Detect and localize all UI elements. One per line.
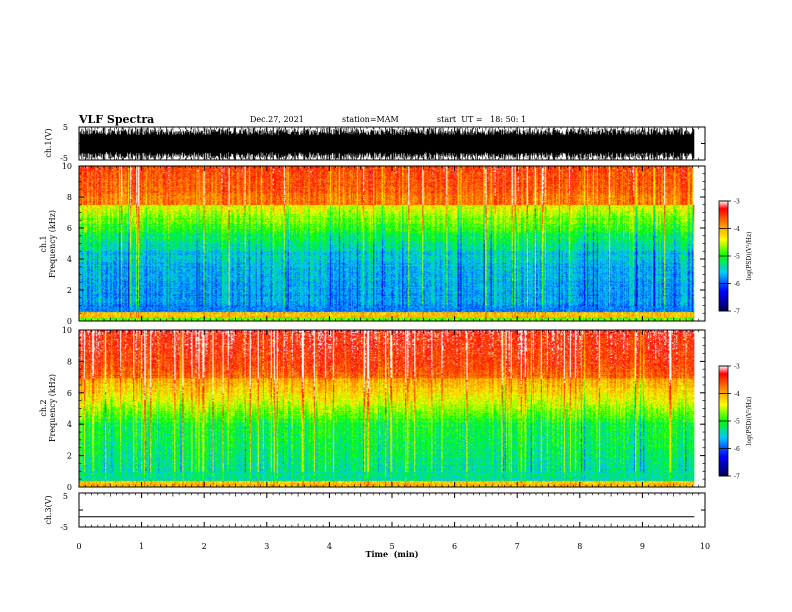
ch1-spectrogram-ylabel-line2: Frequency (kHz) (48, 210, 57, 278)
colorbar-tick-label: -7 (734, 474, 740, 481)
colorbar-tick-label: -5 (734, 254, 740, 261)
xtick-label: 10 (700, 542, 710, 551)
colorbar-1-label: log(PSD)(V²/Hz) (746, 232, 753, 281)
ytick-label: 10 (62, 162, 72, 171)
colorbar-tick-label: -4 (734, 391, 740, 398)
spectrogram-image (79, 166, 695, 321)
ytick-label: 10 (62, 326, 72, 335)
colorbar-tick-label: -6 (734, 281, 740, 288)
xtick-label: 7 (515, 542, 520, 551)
xtick-label: 2 (202, 542, 207, 551)
colorbar-tick-label: -3 (734, 364, 740, 371)
time-axis-labels: 0 1 2 3 4 5 6 7 8 9 10 (76, 542, 710, 551)
ch3-ytick-top: 5 (63, 492, 68, 501)
xtick-label: 4 (327, 542, 332, 551)
ch2-spectrogram (79, 330, 695, 487)
ch1-spectrogram (79, 166, 695, 321)
ytick-label: 8 (67, 193, 72, 202)
ch1-spectrogram-ylabel-line1: ch.1 (39, 235, 48, 252)
colorbar-1-ticks: -3 -4 -5 -6 -7 (719, 199, 740, 316)
xtick-label: 0 (76, 542, 81, 551)
colorbar-tick-label: -5 (734, 419, 740, 426)
ch1-ytick-top: 5 (63, 123, 68, 132)
colorbar-tick-label: -7 (734, 309, 740, 316)
ytick-label: 6 (67, 389, 72, 398)
ch3-ytick-bottom: -5 (60, 523, 68, 532)
colorbar-tick-label: -3 (734, 199, 740, 206)
ch2-spectrogram-yticks: 0 2 4 6 8 10 (62, 326, 705, 492)
ytick-label: 0 (67, 317, 72, 326)
ch3-waveform-ylabel: ch.3(V) (44, 495, 53, 524)
figure-title: VLF Spectra (78, 113, 154, 126)
time-axis-ticks (78, 127, 706, 528)
ytick-label: 2 (67, 286, 72, 295)
spectrogram-image (79, 330, 695, 487)
time-axis-label: Time (min) (365, 549, 418, 559)
ch1-waveform-trace (79, 126, 705, 161)
ytick-label: 0 (67, 483, 72, 492)
colorbar-2-ticks: -3 -4 -5 -6 -7 (719, 364, 740, 481)
ch1-ytick-bottom: -5 (60, 154, 68, 163)
colorbar-tick-label: -4 (734, 226, 740, 233)
ytick-label: 4 (67, 420, 72, 429)
colorbar-2-label: log(PSD)(V²/Hz) (746, 397, 753, 446)
xtick-label: 8 (577, 542, 582, 551)
ch3-waveform-frame (78, 492, 706, 528)
ch1-spectrogram-yticks: 0 2 4 6 8 10 (62, 162, 705, 326)
start-time-label: start UT = 18: 50: 1 (437, 115, 526, 124)
ytick-label: 4 (67, 255, 72, 264)
station-label: station=MAM (342, 115, 399, 124)
ch2-spectrogram-ylabel-line1: ch.2 (39, 399, 48, 416)
ch2-spectrogram-ylabel-line2: Frequency (kHz) (48, 374, 57, 442)
xtick-label: 5 (389, 542, 394, 551)
date-label: Dec.27, 2021 (250, 115, 304, 124)
ytick-label: 8 (67, 357, 72, 366)
ch1-waveform-ylabel: ch.1(V) (44, 128, 53, 157)
ytick-label: 6 (67, 224, 72, 233)
ytick-label: 2 (67, 452, 72, 461)
xtick-label: 1 (139, 542, 144, 551)
xtick-label: 6 (452, 542, 457, 551)
xtick-label: 9 (640, 542, 645, 551)
xtick-label: 3 (264, 542, 269, 551)
colorbar-tick-label: -6 (734, 446, 740, 453)
ch1-waveform-path (79, 127, 695, 160)
